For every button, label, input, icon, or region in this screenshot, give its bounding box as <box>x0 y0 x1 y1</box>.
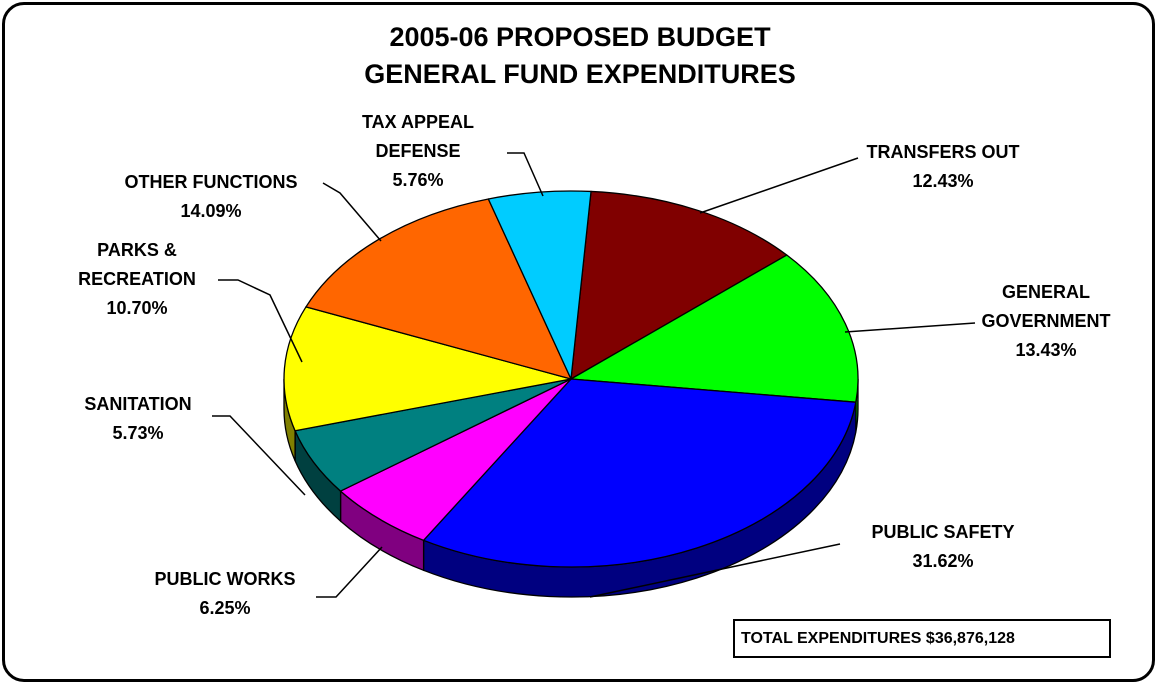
slice-name-transfers: TRANSFERS OUT <box>867 142 1020 162</box>
slice-name-general: GENERAL <box>1002 282 1090 302</box>
chart-title-line-1: 2005-06 PROPOSED BUDGET <box>389 22 771 52</box>
slice-percent-transfers: 12.43% <box>912 171 973 191</box>
slice-label-tax: TAX APPEAL DEFENSE 5.76% <box>362 112 474 190</box>
leader-line-tax <box>507 152 544 197</box>
slice-name-works: PUBLIC WORKS <box>155 569 296 589</box>
pie-slice-other <box>305 198 572 380</box>
slice-name-parks: PARKS & <box>97 240 177 260</box>
slice-percent-other: 14.09% <box>180 201 241 221</box>
slice-name-tax: TAX APPEAL <box>362 112 474 132</box>
slice-name-sanitation: SANITATION <box>84 394 191 414</box>
slice-percent-sanitation: 5.73% <box>112 423 163 443</box>
slice-label-sanitation: SANITATION 5.73% <box>84 394 191 443</box>
slice-name-other: OTHER FUNCTIONS <box>125 172 298 192</box>
pie-slice-general <box>570 254 859 403</box>
pie-slice-tax <box>487 190 592 380</box>
slice-name-safety: PUBLIC SAFETY <box>871 522 1014 542</box>
leader-line-works <box>316 546 383 598</box>
slice-percent-parks: 10.70% <box>106 298 167 318</box>
slice-label-parks: PARKS & RECREATION 10.70% <box>78 240 196 318</box>
slice-name-tax: DEFENSE <box>375 141 460 161</box>
pie-slice-parks <box>283 306 572 432</box>
slice-percent-safety: 31.62% <box>912 551 973 571</box>
leader-line-general <box>844 322 976 333</box>
total-expenditures-box: TOTAL EXPENDITURES $36,876,128 <box>733 619 1111 658</box>
leader-line-transfers <box>699 157 859 214</box>
slice-label-other: OTHER FUNCTIONS 14.09% <box>125 172 298 221</box>
leader-line-other <box>322 182 382 242</box>
slice-label-transfers: TRANSFERS OUT 12.43% <box>867 142 1020 191</box>
slice-label-works: PUBLIC WORKS 6.25% <box>155 569 296 618</box>
pie-slice-safety <box>422 378 857 568</box>
slice-name-parks: RECREATION <box>78 269 196 289</box>
leader-line-parks <box>218 279 303 363</box>
leader-line-safety <box>589 543 841 598</box>
pie-slice-transfers <box>570 190 788 380</box>
slice-percent-tax: 5.76% <box>392 170 443 190</box>
chart-title-line-2: GENERAL FUND EXPENDITURES <box>364 59 796 89</box>
slice-label-safety: PUBLIC SAFETY 31.62% <box>871 522 1014 571</box>
slice-name-general: GOVERNMENT <box>981 311 1110 331</box>
slice-percent-general: 13.43% <box>1015 340 1076 360</box>
slice-percent-works: 6.25% <box>199 598 250 618</box>
slice-label-general: GENERAL GOVERNMENT 13.43% <box>981 282 1110 360</box>
leader-line-sanitation <box>212 415 306 496</box>
